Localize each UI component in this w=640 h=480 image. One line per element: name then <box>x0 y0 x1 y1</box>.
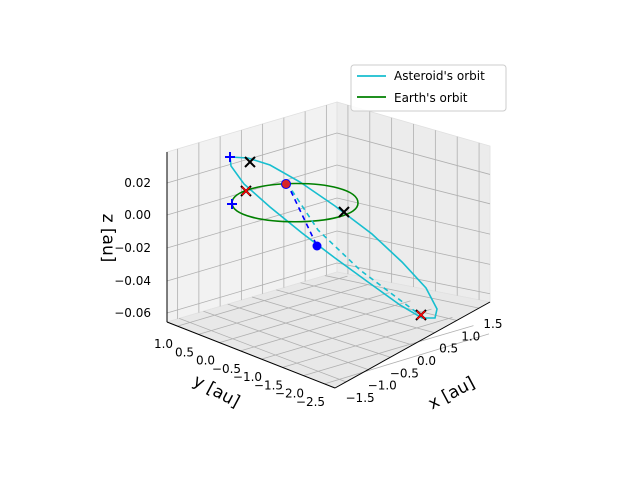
y-tick-label: −0.5 <box>212 362 241 376</box>
z-grid-line <box>336 164 491 205</box>
z-grid-line <box>336 197 491 235</box>
y-grid-line <box>240 300 411 352</box>
x-grid-line <box>276 289 435 334</box>
x-tick-label: −1.5 <box>346 391 375 405</box>
marker-red-x-2 <box>416 310 426 320</box>
y-grid-line <box>282 316 453 368</box>
z-grid-line <box>166 132 338 184</box>
asteroid-orbit-dashed <box>286 182 421 316</box>
marker-red-dot <box>281 179 291 189</box>
marker-blue-plus-1 <box>225 152 235 162</box>
z-grid-line <box>166 230 338 282</box>
z-tick-label: 0.02 <box>124 176 151 190</box>
y-tick-label: −2.5 <box>296 395 325 409</box>
z-tick-label: 0.00 <box>124 208 151 222</box>
legend-box <box>350 64 507 112</box>
x-tick-label: 0.5 <box>439 342 458 356</box>
x-tick-label: −1.0 <box>368 379 397 393</box>
y-grid-line <box>177 275 348 327</box>
y-axis-line <box>166 321 336 389</box>
z-grid-line <box>336 230 491 265</box>
asteroid-orbit-solid <box>229 156 438 319</box>
z-grid-line <box>166 164 338 216</box>
earth-orbit <box>231 182 359 223</box>
grid-lines <box>166 105 491 385</box>
z-grid-line <box>166 197 338 249</box>
legend: Asteroid's orbit Earth's orbit <box>350 64 507 112</box>
marker-blue-plus-2 <box>227 199 237 209</box>
y-tick-label: −1.0 <box>233 370 262 384</box>
x-grid-line <box>324 275 480 309</box>
marker-red-x <box>241 186 251 196</box>
x-tick-label: 1.5 <box>483 317 502 331</box>
y-tick-label: 0.5 <box>175 345 194 359</box>
marker-blue-dot <box>312 241 322 251</box>
legend-label-earth: Earth's orbit <box>394 91 468 105</box>
x-axis-label: x [au] <box>425 373 478 414</box>
z-grid-line <box>166 262 338 314</box>
z-grid-line <box>336 132 491 175</box>
x-tick-label: 0.0 <box>417 354 436 368</box>
marker-black-x-3 <box>338 206 350 218</box>
z-axis-label: z [au] <box>98 214 118 263</box>
z-grid-line <box>336 262 491 295</box>
x-tick-label: −0.5 <box>390 366 419 380</box>
axis-lines <box>166 152 491 389</box>
y-grid-line <box>303 325 474 377</box>
y-grid-line <box>198 283 369 335</box>
z-tick-label: −0.04 <box>114 274 151 288</box>
x-tick-label: 1.0 <box>461 329 480 343</box>
x-grid-line <box>203 310 369 370</box>
z-tick-label: −0.06 <box>114 306 151 320</box>
z-tick-label: −0.02 <box>114 241 151 255</box>
legend-label-asteroid: Asteroid's orbit <box>394 69 485 83</box>
y-tick-label: −1.5 <box>254 378 283 392</box>
y-grid-line <box>261 308 432 360</box>
y-tick-label: −2.0 <box>275 387 304 401</box>
x-grid-line <box>300 282 457 321</box>
y-tick-label: 1.0 <box>154 337 173 351</box>
y-grid-line <box>219 292 390 344</box>
line-of-nodes <box>286 182 318 247</box>
y-grid-line <box>324 333 490 385</box>
y-tick-label: 0.0 <box>196 354 215 368</box>
marker-black-x-1 <box>244 156 256 168</box>
x-axis-line <box>334 301 491 389</box>
tick-labels: −1.5−1.0−0.50.00.51.01.51.00.50.0−0.5−1.… <box>114 176 502 409</box>
